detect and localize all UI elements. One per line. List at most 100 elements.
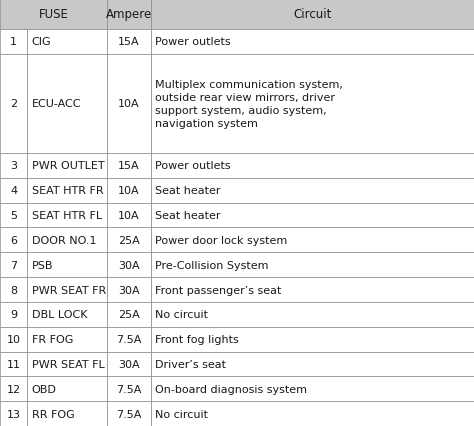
Text: 30A: 30A xyxy=(118,260,139,270)
Bar xyxy=(27,401,107,426)
Text: Seat heater: Seat heater xyxy=(155,210,221,221)
Bar xyxy=(0,178,27,203)
Bar xyxy=(0,0,107,30)
Text: OBD: OBD xyxy=(32,384,56,394)
Bar xyxy=(27,377,107,401)
Text: 3: 3 xyxy=(10,161,17,171)
Text: 25A: 25A xyxy=(118,310,139,320)
Text: 11: 11 xyxy=(7,359,20,369)
Bar xyxy=(151,55,474,154)
Text: Power door lock system: Power door lock system xyxy=(155,235,288,245)
Text: On-board diagnosis system: On-board diagnosis system xyxy=(155,384,308,394)
Text: 12: 12 xyxy=(7,384,20,394)
Bar xyxy=(107,0,151,30)
Text: 10A: 10A xyxy=(118,99,139,109)
Text: DBL LOCK: DBL LOCK xyxy=(32,310,87,320)
Text: PWR SEAT FL: PWR SEAT FL xyxy=(32,359,104,369)
Bar xyxy=(107,154,151,178)
Text: 15A: 15A xyxy=(118,37,139,47)
Bar xyxy=(107,228,151,253)
Bar xyxy=(107,377,151,401)
Text: 10A: 10A xyxy=(118,210,139,221)
Text: 5: 5 xyxy=(10,210,17,221)
Bar xyxy=(0,277,27,302)
Bar xyxy=(0,253,27,277)
Bar xyxy=(107,401,151,426)
Text: No circuit: No circuit xyxy=(155,409,209,419)
Bar xyxy=(107,55,151,154)
Text: Driver’s seat: Driver’s seat xyxy=(155,359,227,369)
Text: 7: 7 xyxy=(10,260,17,270)
Bar xyxy=(151,0,474,30)
Text: SEAT HTR FL: SEAT HTR FL xyxy=(32,210,102,221)
Bar xyxy=(107,277,151,302)
Bar xyxy=(151,154,474,178)
Text: Pre-Collision System: Pre-Collision System xyxy=(155,260,269,270)
Bar xyxy=(0,55,27,154)
Text: Seat heater: Seat heater xyxy=(155,186,221,196)
Bar xyxy=(0,377,27,401)
Bar xyxy=(107,203,151,228)
Bar xyxy=(107,327,151,352)
Bar xyxy=(151,228,474,253)
Text: FUSE: FUSE xyxy=(38,9,68,21)
Text: 6: 6 xyxy=(10,235,17,245)
Bar xyxy=(0,401,27,426)
Bar xyxy=(151,327,474,352)
Text: CIG: CIG xyxy=(32,37,51,47)
Text: Ampere: Ampere xyxy=(106,9,152,21)
Bar xyxy=(27,154,107,178)
Bar xyxy=(0,203,27,228)
Text: 15A: 15A xyxy=(118,161,139,171)
Text: 25A: 25A xyxy=(118,235,139,245)
Text: DOOR NO.1: DOOR NO.1 xyxy=(32,235,96,245)
Bar xyxy=(151,253,474,277)
Text: 7.5A: 7.5A xyxy=(116,334,141,344)
Text: 7.5A: 7.5A xyxy=(116,384,141,394)
Text: PWR OUTLET: PWR OUTLET xyxy=(32,161,104,171)
Bar xyxy=(151,352,474,377)
Text: 10A: 10A xyxy=(118,186,139,196)
Text: 8: 8 xyxy=(10,285,17,295)
Text: Front passenger’s seat: Front passenger’s seat xyxy=(155,285,282,295)
Text: 30A: 30A xyxy=(118,359,139,369)
Bar xyxy=(0,327,27,352)
Bar xyxy=(27,302,107,327)
Bar xyxy=(0,302,27,327)
Text: SEAT HTR FR: SEAT HTR FR xyxy=(32,186,103,196)
Text: Power outlets: Power outlets xyxy=(155,37,231,47)
Bar xyxy=(107,178,151,203)
Text: 30A: 30A xyxy=(118,285,139,295)
Bar xyxy=(0,30,27,55)
Bar xyxy=(151,401,474,426)
Text: Circuit: Circuit xyxy=(293,9,331,21)
Text: FR FOG: FR FOG xyxy=(32,334,73,344)
Bar xyxy=(27,327,107,352)
Text: 10: 10 xyxy=(7,334,20,344)
Bar xyxy=(27,277,107,302)
Bar xyxy=(27,228,107,253)
Bar xyxy=(151,178,474,203)
Bar xyxy=(107,302,151,327)
Bar xyxy=(27,253,107,277)
Text: 9: 9 xyxy=(10,310,17,320)
Bar xyxy=(27,203,107,228)
Text: 4: 4 xyxy=(10,186,17,196)
Text: No circuit: No circuit xyxy=(155,310,209,320)
Bar xyxy=(151,377,474,401)
Bar xyxy=(107,253,151,277)
Text: RR FOG: RR FOG xyxy=(32,409,74,419)
Text: 13: 13 xyxy=(7,409,20,419)
Bar xyxy=(151,302,474,327)
Text: ECU-ACC: ECU-ACC xyxy=(32,99,81,109)
Text: PSB: PSB xyxy=(32,260,53,270)
Text: Power outlets: Power outlets xyxy=(155,161,231,171)
Bar xyxy=(0,352,27,377)
Bar xyxy=(107,30,151,55)
Text: Multiplex communication system,
outside rear view mirrors, driver
support system: Multiplex communication system, outside … xyxy=(155,79,343,129)
Bar xyxy=(27,30,107,55)
Text: 1: 1 xyxy=(10,37,17,47)
Text: 7.5A: 7.5A xyxy=(116,409,141,419)
Bar xyxy=(151,30,474,55)
Bar xyxy=(107,352,151,377)
